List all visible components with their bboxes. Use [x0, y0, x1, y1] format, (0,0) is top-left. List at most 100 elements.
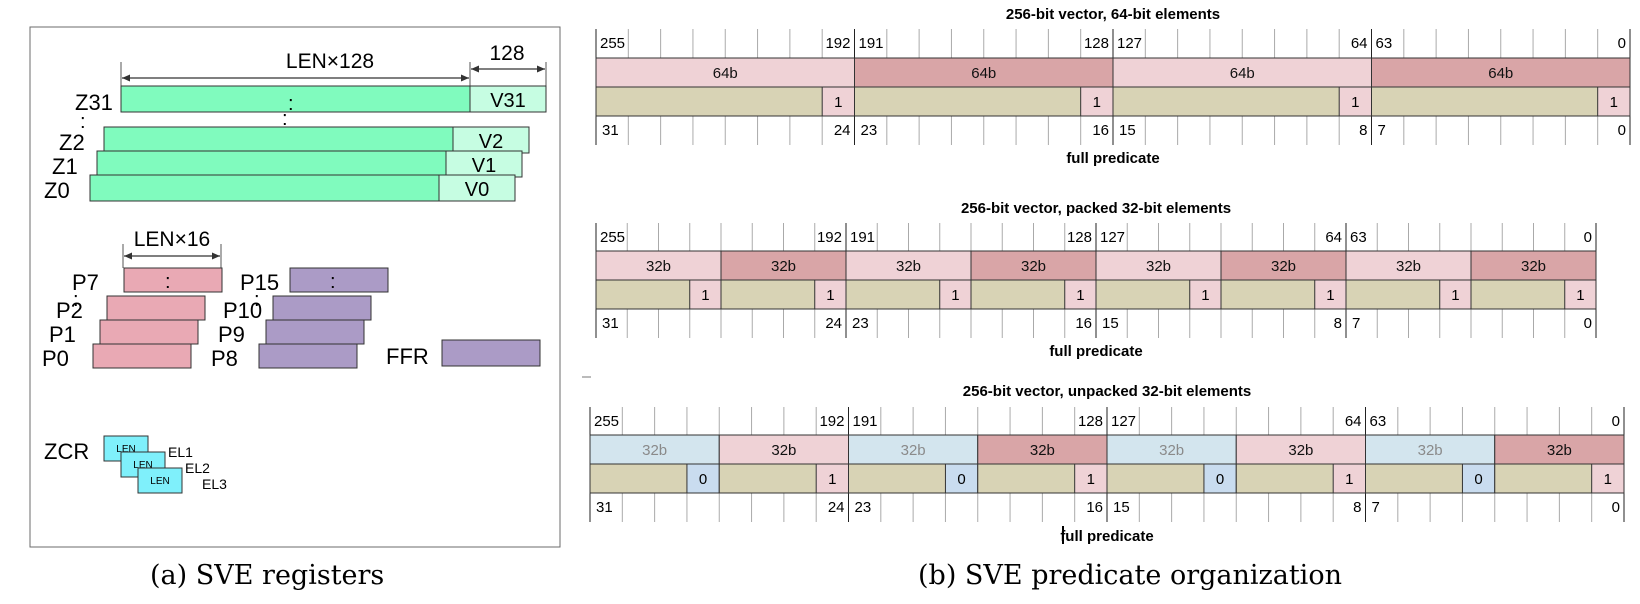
- element-cell: [854, 57, 1114, 88]
- predicate-group: [595, 86, 855, 117]
- p10-register: [272, 295, 372, 321]
- element-label: 32b: [901, 442, 926, 459]
- z31-label: Z31: [75, 90, 113, 115]
- panel-title: 256-bit vector, packed 32-bit elements: [961, 200, 1231, 217]
- p15-register: [289, 267, 389, 293]
- z1-register: [96, 150, 447, 178]
- z31-register: [120, 85, 471, 113]
- predicate-bit: [944, 463, 979, 494]
- p0-register: [92, 343, 192, 369]
- bit-label-bottom: 23: [861, 122, 878, 139]
- bit-label-top: 128: [1078, 413, 1103, 430]
- element-label: 32b: [646, 258, 671, 275]
- bit-label-top: 255: [600, 229, 625, 246]
- v31-label: V31: [490, 90, 526, 112]
- predicate-bit: [939, 279, 972, 310]
- element-label: 32b: [1396, 258, 1421, 275]
- ffr-label: FFR: [386, 344, 429, 369]
- element-label: 32b: [1418, 442, 1443, 459]
- z2-label: Z2: [59, 130, 85, 155]
- caption-b: (b) SVE predicate organization: [918, 560, 1342, 591]
- bit-label-bottom: 31: [602, 315, 619, 332]
- p2-register: [106, 295, 206, 321]
- caption-a: (a) SVE registers: [150, 560, 385, 591]
- bit-label-bottom: 7: [1378, 122, 1386, 139]
- predicate-value: 0: [957, 471, 965, 488]
- z0-register: [89, 174, 440, 202]
- predicate-value: 1: [828, 471, 836, 488]
- predicate-value: 1: [1451, 287, 1459, 304]
- bit-label-top: 127: [1111, 413, 1136, 430]
- p1-label: P1: [49, 322, 76, 347]
- predicate-group: [1112, 86, 1372, 117]
- predicate-value: 1: [826, 287, 834, 304]
- zcr-el2-box-label: LEN: [133, 460, 152, 471]
- bit-label-bottom: 23: [852, 315, 869, 332]
- z-name-ellipsis: :: [80, 111, 86, 133]
- predicate-organization: 256-bit vector, 64-bit elements 255 192 191…: [589, 6, 1631, 545]
- p8-register: [258, 343, 358, 369]
- v0-label: V0: [465, 179, 489, 201]
- element-label: 32b: [1271, 258, 1296, 275]
- bit-label-bottom: 0: [1618, 122, 1626, 139]
- predicate-bit: [1439, 279, 1472, 310]
- element-label: 32b: [771, 442, 796, 459]
- p1-register: [99, 319, 199, 345]
- predicate-bit: [1332, 463, 1366, 494]
- bit-label-top: 191: [853, 413, 878, 430]
- bit-label-bottom: 31: [602, 122, 619, 139]
- bit-label-bottom: 16: [1086, 499, 1103, 516]
- bit-label-top: 64: [1351, 35, 1368, 52]
- zcr-el3-label: EL3: [202, 476, 227, 492]
- p2-label: P2: [56, 298, 83, 323]
- bit-label-bottom: 24: [834, 122, 851, 139]
- p-width-label: LEN×16: [134, 228, 210, 251]
- bit-label-bottom: 0: [1612, 499, 1620, 516]
- bit-label-top: 63: [1370, 413, 1387, 430]
- bit-label-top: 63: [1350, 229, 1367, 246]
- element-label: 32b: [1521, 258, 1546, 275]
- predicate-bit: [1064, 279, 1097, 310]
- bit-label-bottom: 8: [1334, 315, 1342, 332]
- bit-label-top: 0: [1618, 35, 1626, 52]
- panel-title: 256-bit vector, unpacked 32-bit elements: [963, 383, 1251, 400]
- v-width-label: 128: [489, 42, 524, 65]
- element-label: 32b: [1159, 442, 1184, 459]
- zcr-el3-box-label: LEN: [150, 476, 169, 487]
- bit-label-bottom: 31: [596, 499, 613, 516]
- zcr-el2-label: EL2: [185, 460, 210, 476]
- panel-footer: full predicate: [1049, 343, 1142, 360]
- z-width-label: LEN×128: [286, 50, 374, 73]
- bit-label-top: 191: [859, 35, 884, 52]
- element-cell: [1095, 250, 1222, 281]
- element-label: 64b: [713, 65, 738, 82]
- element-label: 32b: [1030, 442, 1055, 459]
- bit-label-top: 255: [594, 413, 619, 430]
- element-cell: [1235, 434, 1366, 465]
- element-label: 32b: [1288, 442, 1313, 459]
- element-label: 32b: [1547, 442, 1572, 459]
- v0-register: [438, 174, 516, 202]
- p15-label: P15: [240, 270, 279, 295]
- element-label: 32b: [771, 258, 796, 275]
- predicate-value: 1: [1345, 471, 1353, 488]
- bit-label-top: 64: [1325, 229, 1342, 246]
- element-label: 32b: [896, 258, 921, 275]
- p-ellipsis: :: [165, 271, 171, 293]
- v1-register: [445, 150, 523, 178]
- element-label: 64b: [1488, 65, 1513, 82]
- z-ellipsis-2: :: [282, 108, 288, 130]
- predicate-group: [1371, 86, 1631, 117]
- p9-register: [265, 319, 365, 345]
- element-cell: [845, 250, 972, 281]
- p10-label: P10: [223, 298, 262, 323]
- predicate-bit: [1597, 86, 1631, 117]
- v31-register: [469, 85, 547, 113]
- bit-label-top: 128: [1084, 35, 1109, 52]
- z0-label: Z0: [44, 178, 70, 203]
- element-label: 32b: [1021, 258, 1046, 275]
- predicate-group: [854, 86, 1114, 117]
- predicate-bit: [1591, 463, 1625, 494]
- element-cell: [1494, 434, 1625, 465]
- predicate-bit: [1314, 279, 1347, 310]
